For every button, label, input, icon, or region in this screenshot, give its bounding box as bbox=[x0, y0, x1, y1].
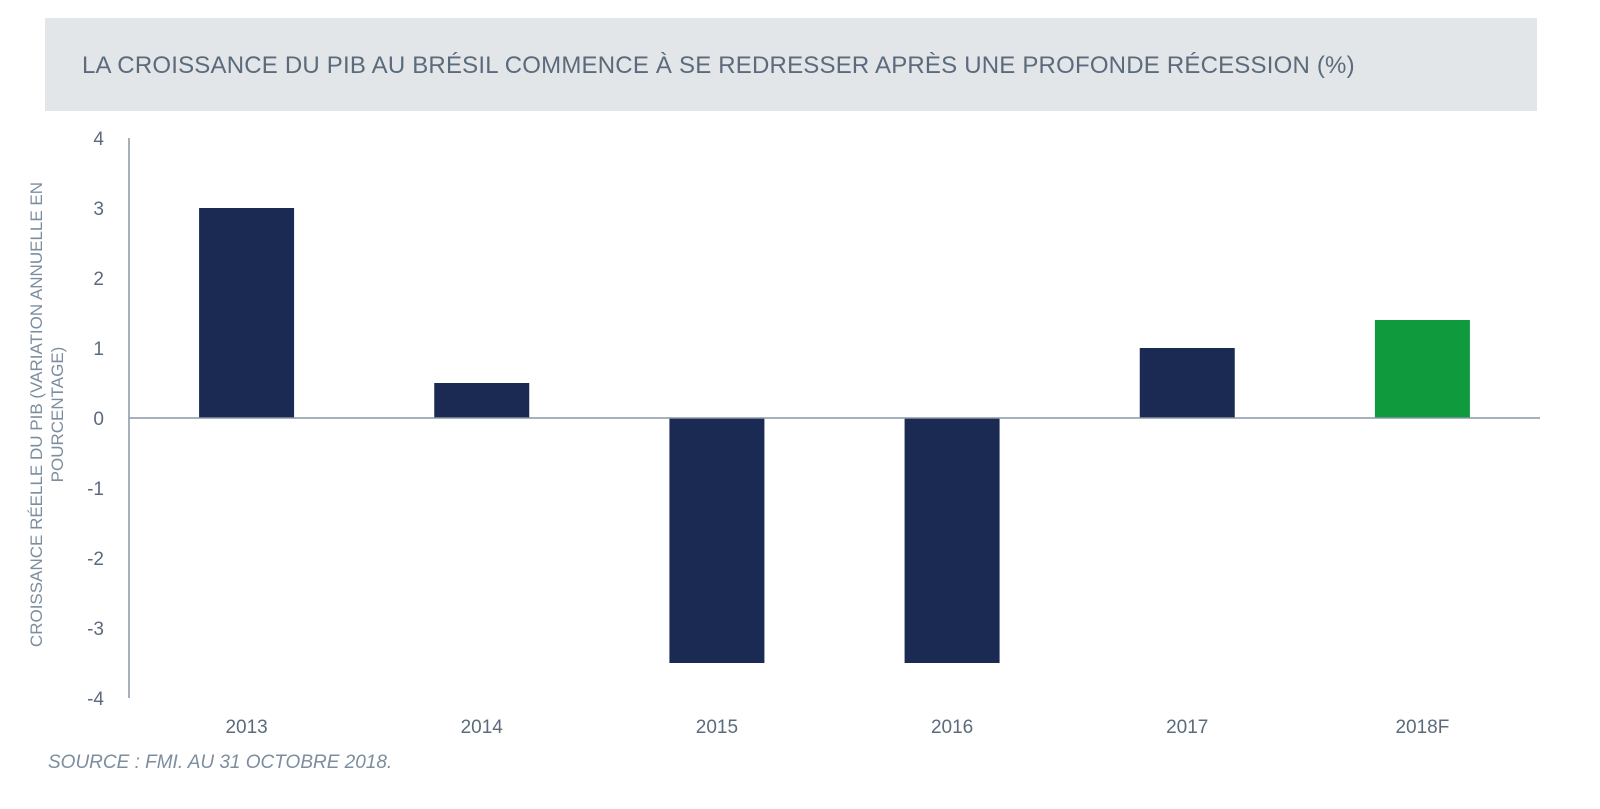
chart-title: LA CROISSANCE DU PIB AU BRÉSIL COMMENCE … bbox=[82, 52, 1355, 79]
bar-2018f bbox=[1374, 320, 1470, 418]
bars-group bbox=[199, 208, 1470, 663]
y-ticks-group: 4 3 2 1 0 -1 -2 -3 -4 bbox=[87, 129, 104, 710]
x-tick-label: 2016 bbox=[931, 717, 973, 738]
y-tick-label: -2 bbox=[87, 549, 104, 570]
y-tick-label: 4 bbox=[93, 129, 104, 150]
x-tick-label: 2014 bbox=[461, 717, 504, 738]
bar-2016 bbox=[904, 418, 1000, 663]
y-tick-label: 3 bbox=[93, 199, 104, 220]
source-note: SOURCE : FMI. AU 31 OCTOBRE 2018. bbox=[48, 752, 393, 773]
y-tick-label: 0 bbox=[93, 409, 104, 430]
x-tick-label: 2013 bbox=[225, 717, 267, 738]
bar-2014 bbox=[434, 383, 530, 418]
y-tick-label: 1 bbox=[93, 339, 104, 360]
y-tick-label: -4 bbox=[87, 689, 104, 710]
y-tick-label: -3 bbox=[87, 619, 104, 640]
bar-2013 bbox=[199, 208, 295, 418]
axes-group bbox=[128, 138, 1540, 698]
bar-2015 bbox=[669, 418, 765, 663]
bar-2017 bbox=[1139, 348, 1235, 418]
x-tick-label: 2018F bbox=[1395, 717, 1449, 738]
title-banner: LA CROISSANCE DU PIB AU BRÉSIL COMMENCE … bbox=[45, 18, 1537, 111]
y-tick-label: -1 bbox=[87, 479, 104, 500]
x-tick-label: 2015 bbox=[696, 717, 738, 738]
x-categories-group: 2013 2014 2015 2016 2017 2018F bbox=[225, 717, 1449, 738]
y-tick-label: 2 bbox=[93, 269, 104, 290]
x-tick-label: 2017 bbox=[1166, 717, 1208, 738]
